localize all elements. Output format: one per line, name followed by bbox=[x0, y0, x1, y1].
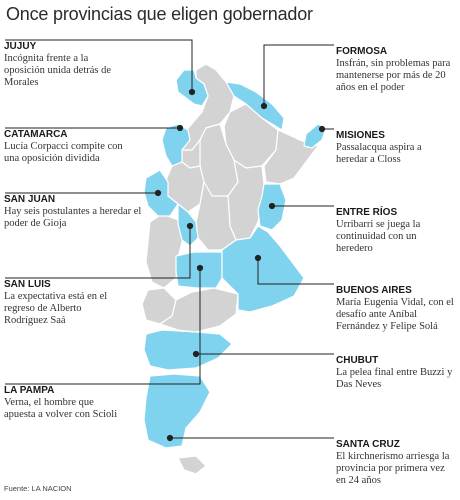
card-formosa: FORMOSA Insfrán, sin problemas para mant… bbox=[336, 46, 454, 94]
province-name-san-luis: SAN LUIS bbox=[4, 279, 51, 290]
province-formosa bbox=[225, 81, 285, 131]
province-chubut bbox=[143, 329, 233, 371]
card-san-juan: SAN JUAN Hay seis postulantes a heredar … bbox=[4, 194, 144, 230]
card-san-luis: SAN LUIS La expectativa está en el regre… bbox=[4, 279, 124, 327]
province-catamarca bbox=[161, 123, 191, 167]
province-name-formosa: FORMOSA bbox=[336, 46, 388, 57]
card-entre-rios: ENTRE RÍOS Urribarri se juega la continu… bbox=[336, 207, 454, 255]
province-name-catamarca: CATAMARCA bbox=[4, 129, 68, 140]
source-credit: Fuente: LA NACION bbox=[4, 484, 72, 493]
province-text-formosa: Insfrán, sin problemas para mantenerse p… bbox=[336, 58, 451, 93]
leader-dot-entre-rios bbox=[268, 202, 276, 210]
leader-dot-santa-cruz bbox=[166, 434, 174, 442]
province-name-buenos-aires: BUENOS AIRES bbox=[336, 285, 412, 296]
province-text-buenos-aires: María Eugenia Vidal, con el desafío ante… bbox=[336, 297, 454, 332]
card-santa-cruz: SANTA CRUZ El kirchnerismo arriesga la p… bbox=[336, 439, 456, 487]
province-text-santa-cruz: El kirchnerismo arriesga la provincia po… bbox=[336, 451, 450, 486]
leader-dot-catamarca bbox=[176, 124, 184, 132]
leader-dot-san-luis bbox=[186, 222, 194, 230]
province-tierra-del-fuego bbox=[177, 455, 207, 475]
province-text-chubut: La pelea final entre Buzzi y Das Neves bbox=[336, 367, 453, 390]
card-chubut: CHUBUT La pelea final entre Buzzi y Das … bbox=[336, 355, 454, 391]
leader-dot-jujuy bbox=[188, 88, 196, 96]
province-text-catamarca: Lucía Corpacci compite con una oposición… bbox=[4, 141, 123, 164]
card-catamarca: CATAMARCA Lucía Corpacci compite con una… bbox=[4, 129, 126, 165]
leader-dot-misiones bbox=[318, 125, 326, 133]
card-la-pampa: LA PAMPA Verna, el hombre que apuesta a … bbox=[4, 385, 126, 421]
leader-dot-san-juan bbox=[154, 189, 162, 197]
province-buenos-aires bbox=[221, 225, 305, 313]
leader-san-luis bbox=[5, 226, 191, 279]
leader-dot-formosa bbox=[260, 102, 268, 110]
province-text-san-luis: La expectativa está en el regreso de Alb… bbox=[4, 291, 108, 326]
leader-dot-la-pampa bbox=[196, 264, 204, 272]
leader-buenos-aires bbox=[257, 258, 334, 285]
province-text-la-pampa: Verna, el hombre que apuesta a volver co… bbox=[4, 397, 118, 420]
province-name-entre-rios: ENTRE RÍOS bbox=[336, 207, 398, 218]
province-name-jujuy: JUJUY bbox=[4, 41, 37, 52]
leader-la-pampa bbox=[5, 268, 201, 385]
leader-jujuy bbox=[5, 39, 193, 92]
map-title: Once provincias que eligen gobernador bbox=[6, 4, 313, 24]
leader-dot-chubut bbox=[192, 350, 200, 358]
card-jujuy: JUJUY Incógnita frente a la oposición un… bbox=[4, 41, 126, 89]
card-misiones: MISIONES Passalacqua aspira a heredar a … bbox=[336, 130, 454, 166]
province-santa-cruz bbox=[143, 373, 211, 449]
province-name-santa-cruz: SANTA CRUZ bbox=[336, 439, 400, 450]
leader-dot-buenos-aires bbox=[254, 254, 262, 262]
province-text-jujuy: Incógnita frente a la oposición unida de… bbox=[4, 53, 112, 88]
province-text-san-juan: Hay seis postulantes a heredar el poder … bbox=[4, 206, 142, 229]
province-name-chubut: CHUBUT bbox=[336, 355, 379, 366]
province-name-misiones: MISIONES bbox=[336, 130, 385, 141]
leader-formosa bbox=[263, 44, 334, 106]
province-santa-fe bbox=[227, 159, 265, 241]
province-text-misiones: Passalacqua aspira a heredar a Closs bbox=[336, 142, 422, 165]
card-buenos-aires: BUENOS AIRES María Eugenia Vidal, con el… bbox=[336, 285, 456, 333]
province-text-entre-rios: Urribarri se juega la continuidad con un… bbox=[336, 219, 421, 254]
province-name-la-pampa: LA PAMPA bbox=[4, 385, 55, 396]
province-name-san-juan: SAN JUAN bbox=[4, 194, 56, 205]
province-rio-negro bbox=[159, 287, 239, 333]
